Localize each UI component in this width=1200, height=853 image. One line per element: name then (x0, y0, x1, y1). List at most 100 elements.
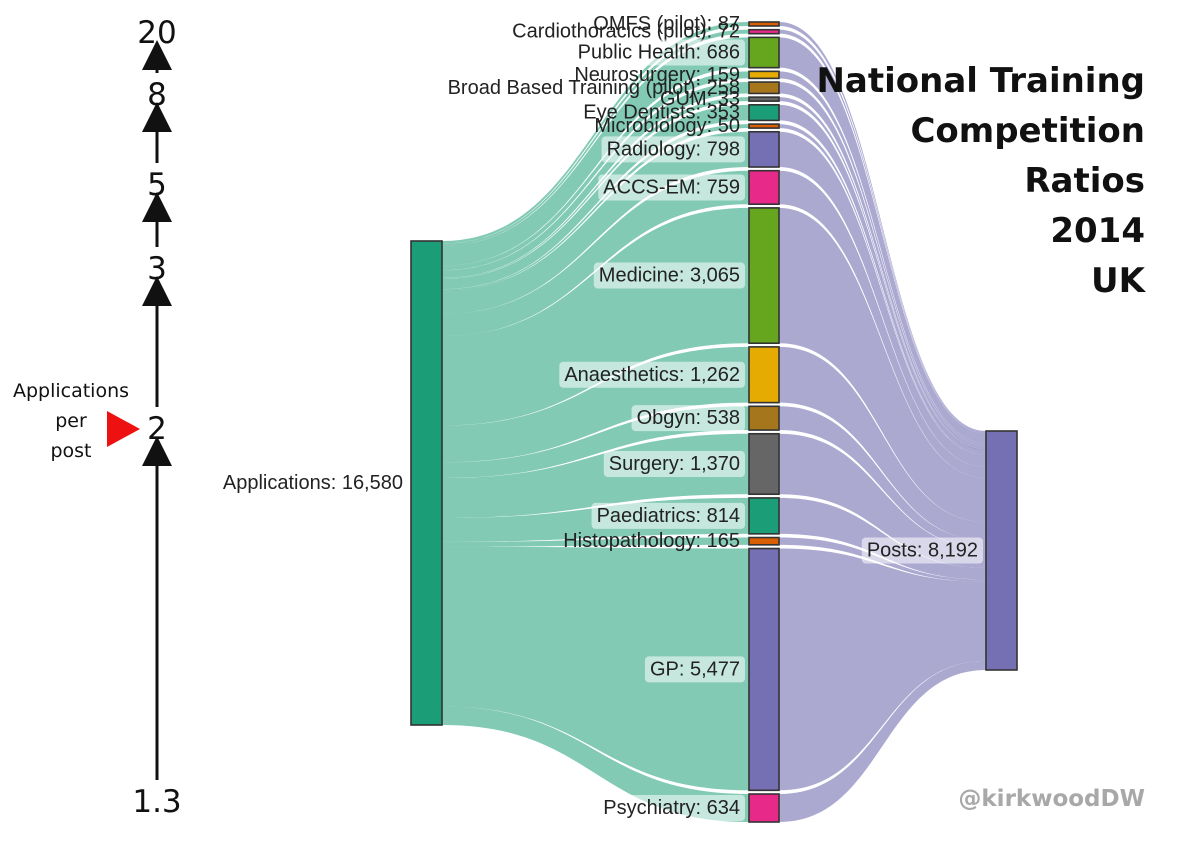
ratio-tick-20: 20 (137, 15, 176, 51)
ratio-tick-5: 5 (147, 167, 167, 203)
label-psychiatry: Psychiatry: 634 (603, 797, 740, 819)
link-posts-obgyn (779, 406, 986, 549)
label-accs-em-bg (598, 174, 745, 201)
label-radiology: Radiology: 798 (607, 138, 740, 160)
label-applications: Applications: 16,580 (223, 472, 403, 494)
ratio-axis-label: per (55, 410, 87, 432)
link-posts-gp (779, 548, 986, 791)
ratio-tick-3: 3 (147, 251, 167, 287)
link-applications-omfs-pilot (442, 22, 749, 244)
link-posts-surgery (779, 433, 986, 568)
label-gp: GP: 5,477 (650, 658, 740, 680)
node-paediatrics (748, 497, 780, 535)
node-radiology (748, 130, 780, 168)
link-posts-omfs-pilot (779, 22, 986, 433)
node-neurosurgery (748, 70, 780, 80)
node-microbiology (748, 123, 780, 129)
link-posts-accs-em (779, 170, 986, 478)
label-omfs-pilot: OMFS (pilot): 87 (593, 13, 740, 35)
link-posts-cardiothoracics-pilot (779, 29, 986, 434)
title-line: 2014 (1050, 211, 1145, 251)
title-line: Ratios (1024, 161, 1145, 201)
label-medicine-bg (593, 262, 745, 289)
ratio-tick-2: 2 (147, 411, 167, 447)
node-broad-based-training-pilot (748, 81, 780, 95)
node-gum (748, 96, 780, 102)
link-applications-eye-dentists (442, 104, 749, 290)
ratio-tick-8: 8 (147, 77, 167, 113)
node-eye-dentists (748, 104, 780, 122)
node-medicine (748, 207, 780, 345)
label-broad-based-training-pilot: Broad Based Training (pilot): 258 (448, 77, 740, 99)
node-obgyn (748, 405, 780, 431)
label-cardiothoracics-pilot: Cardiothoracics (pilot): 72 (512, 21, 740, 43)
nodes-layer (410, 21, 1018, 823)
label-microbiology: Microbiology: 50 (594, 115, 740, 137)
link-applications-histopathology (442, 537, 749, 547)
node-gp (748, 547, 780, 792)
label-gp-bg (644, 656, 745, 683)
ratio-tick-1-3: 1.3 (132, 784, 181, 820)
label-histopathology: Histopathology: 165 (563, 530, 740, 552)
label-paediatrics: Paediatrics: 814 (597, 505, 740, 527)
link-applications-cardiothoracics-pilot (442, 29, 749, 246)
node-public-health (748, 36, 780, 69)
title-line: National Training (816, 61, 1145, 101)
label-public-health: Public Health: 686 (578, 42, 740, 64)
link-applications-gum (442, 97, 749, 279)
link-posts-medicine (779, 207, 986, 523)
label-accs-em: ACCS-EM: 759 (603, 176, 740, 198)
node-applications (410, 240, 443, 726)
link-applications-psychiatry (442, 706, 749, 822)
label-obgyn: Obgyn: 538 (637, 407, 740, 429)
link-posts-microbiology (779, 124, 986, 456)
label-public-health-bg (572, 39, 745, 66)
label-eye-dentists: Eye Dentists: 353 (583, 102, 740, 124)
node-posts (985, 430, 1018, 671)
label-medicine: Medicine: 3,065 (599, 265, 740, 287)
label-surgery-bg (603, 450, 745, 477)
label-posts: Posts: 8,192 (867, 540, 978, 562)
label-neurosurgery: Neurosurgery: 159 (574, 64, 740, 86)
link-applications-gp (442, 546, 749, 791)
link-applications-medicine (442, 207, 749, 426)
link-applications-accs-em (442, 170, 749, 337)
ratio-axis: 20 8 5 3 2 1.3 Applications per post (13, 15, 182, 820)
link-applications-microbiology (442, 124, 749, 291)
label-posts-bg (861, 537, 983, 564)
node-surgery (748, 432, 780, 496)
title-line: UK (1091, 261, 1145, 301)
label-psychiatry-bg (598, 795, 745, 822)
link-posts-eye-dentists (779, 104, 986, 455)
title-line: Competition (910, 111, 1145, 151)
link-applications-public-health (442, 37, 749, 266)
node-omfs-pilot (748, 21, 780, 27)
watermark: @kirkwoodDW (958, 786, 1145, 812)
label-radiology-bg (601, 136, 745, 163)
ratio-axis-label: post (50, 440, 91, 462)
ratio-marker (107, 411, 140, 447)
link-applications-neurosurgery (442, 71, 749, 271)
label-surgery: Surgery: 1,370 (609, 453, 740, 475)
node-cardiothoracics-pilot (748, 28, 780, 35)
label-paediatrics-bg (591, 502, 745, 529)
link-posts-public-health (779, 37, 986, 444)
link-posts-gum (779, 97, 986, 450)
node-histopathology (748, 536, 780, 546)
label-anaesthetics-bg (559, 361, 745, 388)
link-posts-anaesthetics (779, 346, 986, 541)
link-posts-radiology (779, 131, 986, 467)
chart-title: National Training Competition Ratios 201… (805, 56, 1145, 306)
link-posts-neurosurgery (779, 71, 986, 446)
ratio-axis-label: Applications (13, 380, 129, 402)
link-posts-psychiatry (779, 660, 986, 822)
label-gum: GUM: 33 (660, 88, 740, 110)
node-anaesthetics (748, 346, 780, 404)
link-posts-broad-based-training-pilot (779, 82, 986, 450)
node-psychiatry (748, 793, 780, 823)
link-applications-broad-based-training-pilot (442, 82, 749, 278)
label-obgyn-bg (631, 405, 745, 432)
